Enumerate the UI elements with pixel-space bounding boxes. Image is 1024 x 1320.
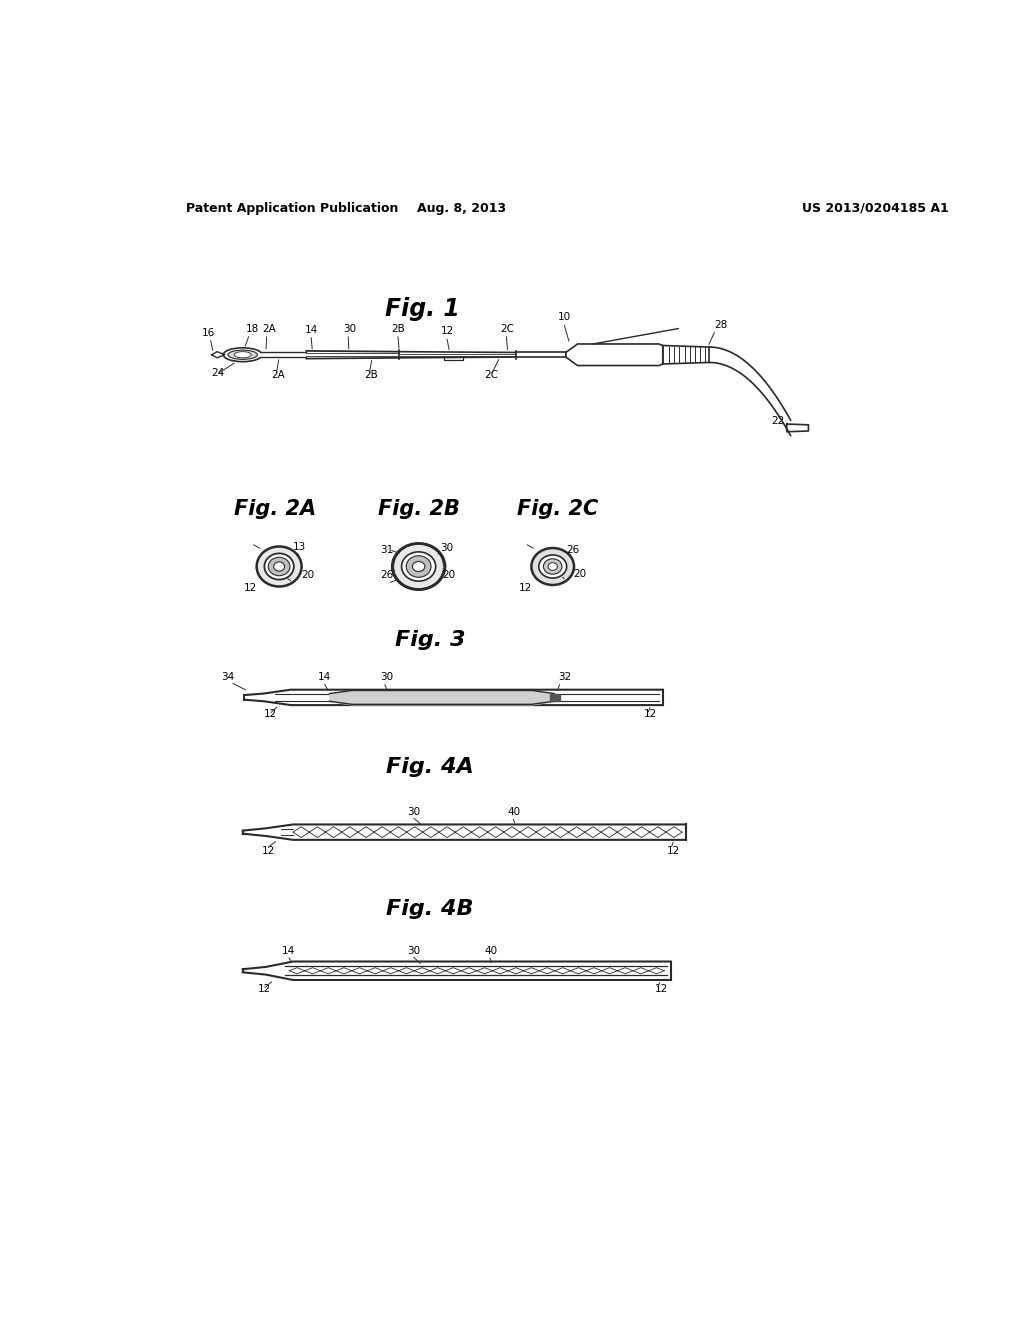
Text: 16: 16 [202, 327, 215, 338]
Text: 12: 12 [262, 846, 275, 855]
Text: 30: 30 [380, 672, 393, 682]
Ellipse shape [531, 548, 574, 585]
Text: 2A: 2A [262, 323, 275, 334]
Text: Fig. 3: Fig. 3 [395, 630, 466, 649]
Polygon shape [260, 352, 306, 358]
Text: 12: 12 [258, 985, 271, 994]
Polygon shape [243, 825, 686, 840]
Text: 20: 20 [301, 570, 314, 579]
Ellipse shape [223, 348, 262, 362]
Text: 14: 14 [317, 672, 331, 682]
Polygon shape [566, 345, 663, 366]
Text: Fig. 2C: Fig. 2C [517, 499, 599, 519]
Text: 13: 13 [293, 541, 306, 552]
Ellipse shape [257, 546, 302, 586]
Text: 40: 40 [508, 808, 521, 817]
Text: 30: 30 [407, 946, 420, 956]
Text: 2B: 2B [391, 323, 406, 334]
Text: 2C: 2C [484, 370, 499, 380]
Text: Fig. 2A: Fig. 2A [234, 499, 316, 519]
Text: 12: 12 [263, 709, 276, 718]
Ellipse shape [273, 562, 285, 572]
Text: 30: 30 [343, 323, 356, 334]
Text: 2B: 2B [365, 370, 378, 380]
Text: 12: 12 [440, 326, 454, 337]
Text: Fig. 1: Fig. 1 [385, 297, 460, 321]
Polygon shape [663, 346, 710, 364]
Text: US 2013/0204185 A1: US 2013/0204185 A1 [802, 202, 949, 215]
Text: 30: 30 [407, 808, 420, 817]
Ellipse shape [268, 557, 290, 576]
Ellipse shape [234, 351, 251, 358]
Text: 12: 12 [245, 583, 257, 593]
Text: 22: 22 [771, 416, 784, 426]
Text: 20: 20 [442, 570, 455, 579]
Polygon shape [245, 689, 663, 705]
Text: 30: 30 [440, 543, 454, 553]
Text: 14: 14 [282, 946, 295, 956]
Text: 12: 12 [643, 709, 656, 718]
Ellipse shape [539, 554, 566, 578]
Text: Aug. 8, 2013: Aug. 8, 2013 [417, 202, 506, 215]
Text: 34: 34 [221, 672, 234, 682]
Polygon shape [786, 424, 809, 432]
Text: Fig. 4B: Fig. 4B [386, 899, 474, 919]
Text: 40: 40 [484, 946, 498, 956]
Ellipse shape [401, 552, 435, 581]
Polygon shape [306, 351, 399, 359]
Text: 10: 10 [558, 312, 571, 322]
Ellipse shape [407, 556, 431, 577]
Polygon shape [243, 961, 671, 979]
Text: 31: 31 [380, 545, 393, 554]
Ellipse shape [544, 558, 562, 574]
Polygon shape [550, 693, 560, 701]
Text: 2A: 2A [271, 370, 285, 380]
Text: 12: 12 [655, 985, 669, 994]
Text: 26: 26 [566, 545, 580, 554]
Ellipse shape [548, 562, 557, 570]
Text: 12: 12 [518, 583, 531, 593]
Text: 14: 14 [305, 325, 317, 335]
Ellipse shape [264, 553, 294, 579]
Ellipse shape [228, 350, 257, 359]
Text: 20: 20 [572, 569, 586, 579]
Text: 2C: 2C [500, 323, 514, 334]
Text: 28: 28 [715, 319, 728, 330]
Text: 32: 32 [558, 672, 571, 682]
Text: 12: 12 [667, 846, 680, 855]
Polygon shape [212, 351, 225, 358]
Text: 24: 24 [212, 367, 225, 378]
Text: 26: 26 [380, 570, 393, 579]
Ellipse shape [392, 544, 445, 590]
Text: 18: 18 [246, 323, 259, 334]
Text: Fig. 4A: Fig. 4A [386, 756, 474, 776]
Text: Fig. 2B: Fig. 2B [378, 499, 460, 519]
Text: Patent Application Publication: Patent Application Publication [186, 202, 398, 215]
Ellipse shape [413, 561, 425, 572]
